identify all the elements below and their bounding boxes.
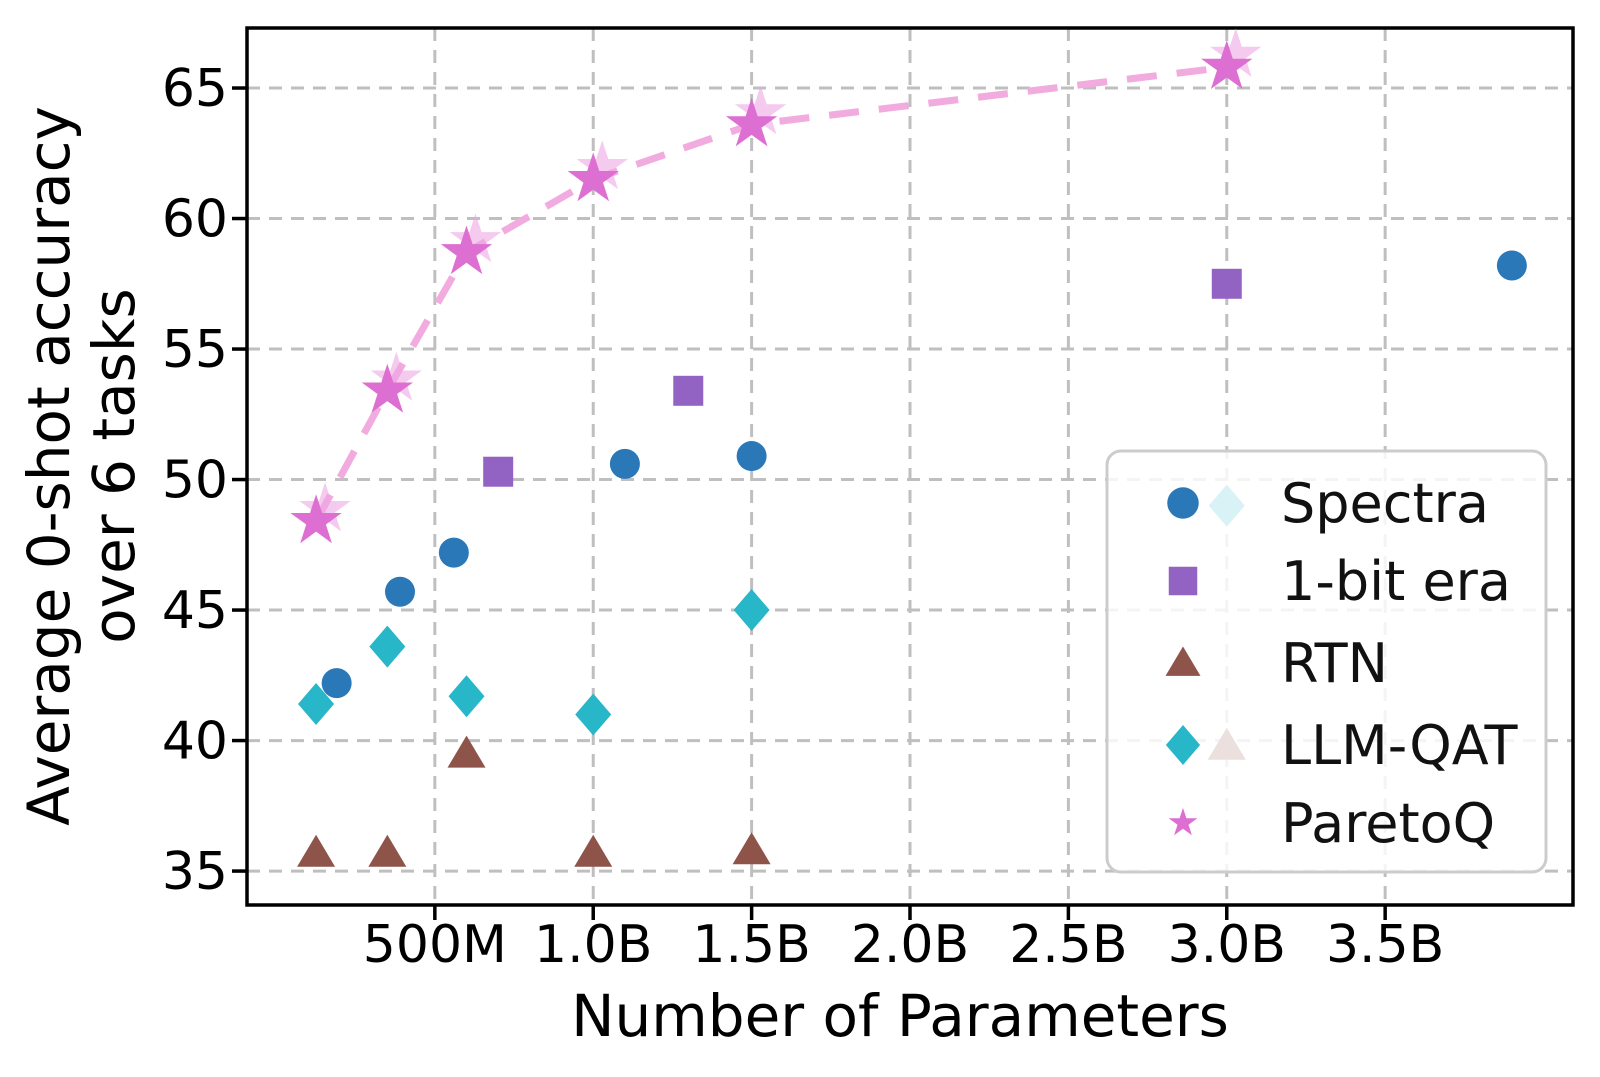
legend-label: RTN: [1281, 632, 1388, 695]
data-point-ParetoQ-echo: [1210, 28, 1262, 77]
x-tick-label: 500M: [363, 915, 507, 975]
data-point-ParetoQ: [1201, 40, 1253, 89]
data-point-RTN: [732, 832, 771, 865]
legend-label: LLM-QAT: [1281, 714, 1518, 777]
legend-label: ParetoQ: [1281, 792, 1495, 855]
x-tick-label: 1.0B: [534, 915, 652, 975]
data-point-ParetoQ-echo: [299, 482, 351, 532]
legend-marker-triangle: [1165, 646, 1201, 676]
y-tick-label: 40: [162, 712, 228, 772]
legend-label: 1-bit era: [1281, 550, 1511, 613]
y-tick-label: 65: [162, 59, 228, 119]
y-tick-label: 45: [162, 581, 228, 641]
data-point-ParetoQ: [725, 97, 778, 147]
data-point-LLM-QAT: [733, 589, 770, 632]
data-point-LLM-QAT: [448, 675, 485, 718]
data-point-RTN: [574, 834, 613, 867]
x-tick-label: 3.5B: [1326, 915, 1444, 975]
data-point-Spectra: [321, 668, 352, 699]
legend-marker-diamond: [1165, 725, 1201, 765]
data-point-LLM-QAT: [369, 625, 406, 668]
legend-box: [1105, 449, 1548, 874]
y-axis-label: Average 0-shot accuracy over 6 tasks: [15, 106, 148, 826]
y-axis-label-line1: Average 0-shot accuracy: [15, 106, 84, 826]
plot-border: [245, 26, 1575, 907]
data-point-1-bit era: [673, 375, 704, 406]
pareto-frontier-line: [313, 63, 1228, 523]
data-point-RTN: [297, 834, 336, 867]
x-tick-label: 3.0B: [1168, 915, 1286, 975]
legend-marker-star: [1168, 807, 1198, 836]
data-point-ParetoQ-echo: [449, 213, 502, 263]
data-point-Spectra: [609, 448, 640, 479]
data-point-ParetoQ-echo: [370, 351, 422, 401]
y-tick-label: 55: [162, 320, 228, 380]
y-tick-label: 60: [162, 190, 228, 250]
data-point-ParetoQ: [361, 363, 413, 413]
data-point-LLM-QAT: [575, 693, 612, 736]
x-tick-label: 2.5B: [1009, 915, 1127, 975]
data-point-Spectra: [438, 537, 469, 568]
data-point-Spectra: [1496, 250, 1527, 281]
data-point-ParetoQ: [290, 494, 342, 544]
legend-label: Spectra: [1281, 472, 1489, 535]
x-axis-label: Number of Parameters: [571, 982, 1229, 1050]
data-point-ParetoQ: [440, 225, 493, 275]
legend-marker-square: [1168, 566, 1198, 596]
data-point-RTN: [368, 834, 407, 867]
data-point-1-bit era: [1211, 268, 1242, 299]
x-tick-label: 2.0B: [851, 915, 969, 975]
data-point-ParetoQ-echo: [734, 85, 787, 135]
data-point-Spectra: [736, 441, 767, 472]
y-axis-label-line2: over 6 tasks: [80, 288, 148, 644]
y-tick-label: 50: [162, 451, 228, 511]
y-tick-label: 35: [162, 842, 228, 902]
data-point-ParetoQ: [567, 152, 619, 202]
data-point-ParetoQ-echo: [576, 140, 628, 190]
data-point-1-bit era: [483, 456, 514, 487]
data-point-Spectra: [385, 576, 415, 607]
x-tick-label: 1.5B: [692, 915, 810, 975]
legend-marker-circle: [1167, 487, 1199, 519]
data-point-LLM-QAT: [298, 683, 335, 726]
data-point-RTN: [447, 735, 486, 768]
